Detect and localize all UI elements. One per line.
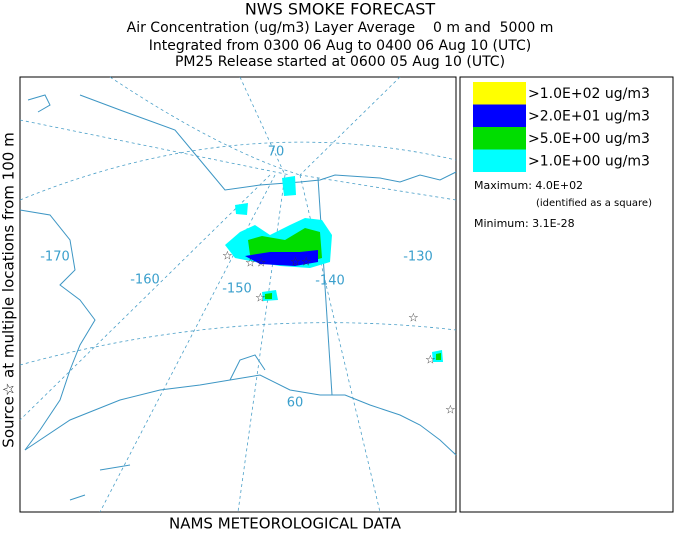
graticule <box>19 141 457 201</box>
svg-text:☆☆: ☆☆ <box>290 255 312 269</box>
maximum-note: (identified as a square) <box>536 198 652 209</box>
graticule <box>19 322 457 366</box>
graticule <box>109 76 301 176</box>
coastline <box>229 354 266 381</box>
map-label: 70 <box>268 145 285 160</box>
footer: NAMS METEOROLOGICAL DATA <box>169 515 402 533</box>
map-labels: -170 -160 -150 -140 -130 70 60 <box>40 145 433 411</box>
graticule <box>99 174 276 513</box>
border <box>317 177 333 396</box>
graticule <box>19 174 271 421</box>
legend-frame <box>459 76 674 513</box>
maximum: Maximum: 4.0E+02 <box>474 179 583 192</box>
svg-text:☆: ☆ <box>445 403 456 417</box>
svg-text:☆: ☆ <box>425 353 436 367</box>
graticule <box>299 174 381 513</box>
legend-swatch <box>473 104 526 127</box>
map-label: -150 <box>222 282 252 297</box>
coastline <box>19 209 96 451</box>
map-label: 60 <box>287 396 304 411</box>
graticule <box>299 174 457 201</box>
map-label: -130 <box>403 250 433 265</box>
map-label: -160 <box>130 273 160 288</box>
header-line: PM25 Release started at 0600 05 Aug 10 (… <box>175 54 505 70</box>
source-markers: ☆ ☆☆ ☆☆☆☆☆☆ <box>222 249 456 417</box>
minimum: Minimum: 3.1E-28 <box>474 217 575 230</box>
coastline <box>24 374 457 456</box>
header-line: Air Concentration (ug/m3) Layer Average … <box>127 20 554 36</box>
graticule <box>299 76 401 176</box>
map-frame <box>19 76 457 513</box>
legend-swatch <box>473 82 526 105</box>
svg-text:☆: ☆ <box>408 311 419 325</box>
svg-text:☆: ☆ <box>255 291 266 305</box>
smoke <box>265 293 441 360</box>
side-label: Source☆ at multiple locations from 100 m <box>0 132 18 447</box>
smoke <box>245 250 318 266</box>
legend-label: >2.0E+01 ug/m3 <box>528 109 650 125</box>
coastline <box>27 94 457 191</box>
legend-label: >1.0E+02 ug/m3 <box>528 86 650 102</box>
graticule <box>239 76 286 176</box>
header-line: NWS SMOKE FORECAST <box>245 0 436 19</box>
legend-label: >1.0E+00 ug/m3 <box>528 154 650 170</box>
legend: >1.0E+02 ug/m3 >2.0E+01 ug/m3 >5.0E+00 ug/… <box>473 82 650 172</box>
legend-swatch <box>473 149 526 172</box>
legend-label: >5.0E+00 ug/m3 <box>528 131 650 147</box>
map-label: -170 <box>40 250 70 265</box>
graticule <box>237 174 286 513</box>
coastline <box>69 464 131 501</box>
graticule <box>19 119 291 176</box>
svg-text:☆☆: ☆☆ <box>245 256 267 270</box>
svg-text:☆: ☆ <box>222 249 233 263</box>
map-label: -140 <box>315 274 345 289</box>
legend-swatch <box>473 127 526 150</box>
header-line: Integrated from 0300 06 Aug to 0400 06 A… <box>149 38 532 54</box>
